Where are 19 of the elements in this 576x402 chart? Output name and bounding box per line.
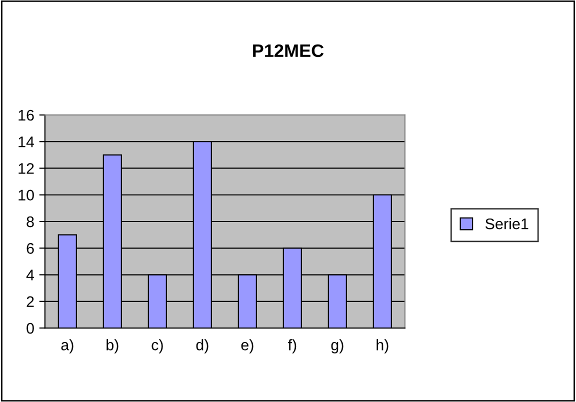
y-tick-label: 12 (18, 163, 34, 174)
y-tick-label: 2 (26, 296, 34, 307)
x-tick-label: h) (376, 339, 388, 354)
y-tick-label: 14 (18, 136, 34, 148)
x-tick-label: g) (331, 339, 344, 354)
x-tick-label: f) (288, 339, 296, 354)
x-tick-label: a) (61, 339, 74, 354)
y-tick-label: 8 (26, 216, 34, 228)
y-tick-label: 16 (18, 110, 34, 121)
chart-title: P12MEC (253, 44, 324, 58)
y-tick-label: 6 (26, 243, 34, 254)
y-tick-label: 4 (26, 270, 34, 280)
x-tick-label: d) (196, 339, 208, 354)
x-tick-label: b) (106, 339, 118, 354)
y-tick-label: 0 (26, 322, 34, 334)
x-tick-label: e) (241, 339, 254, 354)
y-tick-label: 10 (18, 190, 34, 201)
x-tick-label: c) (152, 339, 163, 354)
legend-label: Serie1 (485, 218, 528, 230)
